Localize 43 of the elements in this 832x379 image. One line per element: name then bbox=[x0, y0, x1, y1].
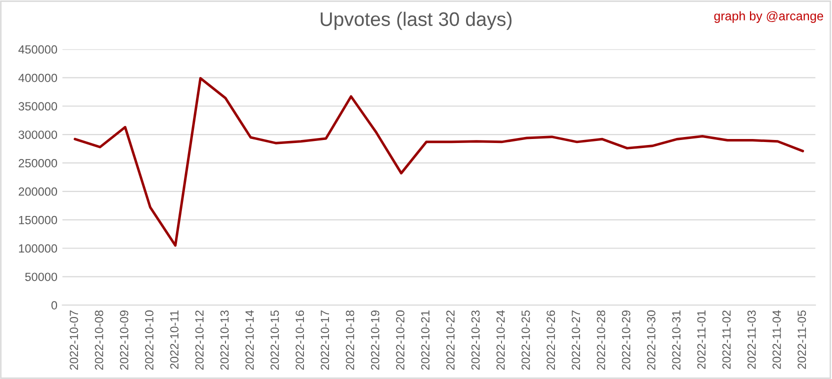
y-tick-label: 400000 bbox=[18, 74, 58, 82]
x-tick-label: 2022-10-21 bbox=[421, 310, 430, 370]
x-tick-label: 2022-11-03 bbox=[747, 310, 756, 369]
x-tick-label: 2022-10-15 bbox=[270, 310, 279, 370]
line-series bbox=[74, 77, 804, 247]
x-tick-label: 2022-10-29 bbox=[622, 310, 630, 370]
x-tick-label: 2022-10-28 bbox=[596, 310, 606, 370]
x-tick-label: 2022-10-31 bbox=[672, 310, 680, 370]
x-tick-label: 2022-10-30 bbox=[647, 310, 656, 370]
y-tick-label: 450000 bbox=[18, 45, 58, 54]
x-tick-label: 2022-11-05 bbox=[798, 310, 806, 369]
x-tick-label: 2022-10-19 bbox=[370, 310, 380, 370]
y-tick-label: 100000 bbox=[19, 244, 58, 253]
x-tick-label: 2022-10-08 bbox=[94, 310, 104, 370]
y-tick-label: 200000 bbox=[18, 187, 58, 196]
x-tick-label: 2022-10-12 bbox=[195, 310, 204, 370]
y-tick-label: 50000 bbox=[25, 272, 58, 282]
x-tick-label: 2022-10-20 bbox=[396, 310, 404, 370]
y-tick-label: 300000 bbox=[18, 130, 58, 139]
x-tick-label: 2022-11-02 bbox=[722, 310, 731, 369]
x-tick-label: 2022-10-22 bbox=[446, 310, 455, 370]
x-tick-label: 2022-10-11 bbox=[170, 310, 179, 369]
x-tick-label: 2022-10-07 bbox=[70, 310, 78, 370]
y-tick-label: 350000 bbox=[18, 102, 58, 111]
x-tick-label: 2022-10-13 bbox=[220, 310, 229, 370]
x-tick-label: 2022-10-23 bbox=[471, 310, 480, 370]
y-tick-label: 250000 bbox=[18, 159, 58, 168]
x-tick-label: 2022-10-14 bbox=[245, 310, 254, 370]
x-tick-label: 2022-10-18 bbox=[346, 310, 354, 370]
x-tick-label: 2022-10-09 bbox=[120, 310, 128, 370]
y-tick-label: 150000 bbox=[19, 216, 58, 224]
x-tick-label: 2022-10-16 bbox=[296, 310, 304, 370]
text: graph by @arcange bbox=[714, 11, 824, 23]
x-tick-label: 2022-10-25 bbox=[522, 310, 530, 370]
x-tick-label: 2022-10-27 bbox=[572, 310, 580, 370]
y-tick-label: 0 bbox=[51, 301, 58, 310]
x-tick-label: 2022-11-01 bbox=[697, 310, 706, 369]
x-tick-label: 2022-10-10 bbox=[145, 310, 154, 370]
x-tick-label: 2022-10-26 bbox=[546, 310, 555, 370]
x-tick-label: 2022-10-17 bbox=[320, 310, 330, 370]
x-tick-label: 2022-11-04 bbox=[772, 310, 781, 369]
chart-title: Upvotes (last 30 days) bbox=[320, 12, 512, 30]
x-tick-label: 2022-10-24 bbox=[496, 310, 505, 370]
